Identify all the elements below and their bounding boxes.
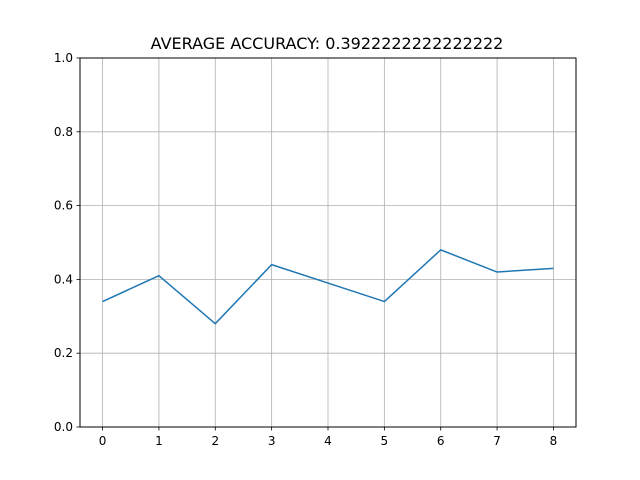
x-tick-label: 4 [324, 434, 332, 448]
y-tick-label: 0.4 [54, 272, 73, 286]
chart-title: AVERAGE ACCURACY: 0.3922222222222222 [151, 34, 504, 53]
x-tick-label: 3 [268, 434, 276, 448]
x-tick-label: 8 [550, 434, 558, 448]
x-tick-label: 7 [493, 434, 501, 448]
x-tick-label: 2 [211, 434, 219, 448]
y-tick-label: 0.8 [54, 125, 73, 139]
x-tick-label: 0 [99, 434, 107, 448]
y-tick-label: 0.2 [54, 346, 73, 360]
grid [80, 57, 576, 428]
series-layer [102, 249, 554, 325]
x-tick-label: 1 [155, 434, 163, 448]
x-tick-label: 5 [381, 434, 389, 448]
y-tick-label: 1.0 [54, 51, 73, 65]
ticks: 0 1 2 3 4 5 6 7 8 0.0 0.2 0.4 0.6 0.8 1.0 [54, 51, 557, 448]
x-tick-label: 6 [437, 434, 445, 448]
y-tick-label: 0.6 [54, 199, 73, 213]
y-tick-label: 0.0 [54, 420, 73, 434]
